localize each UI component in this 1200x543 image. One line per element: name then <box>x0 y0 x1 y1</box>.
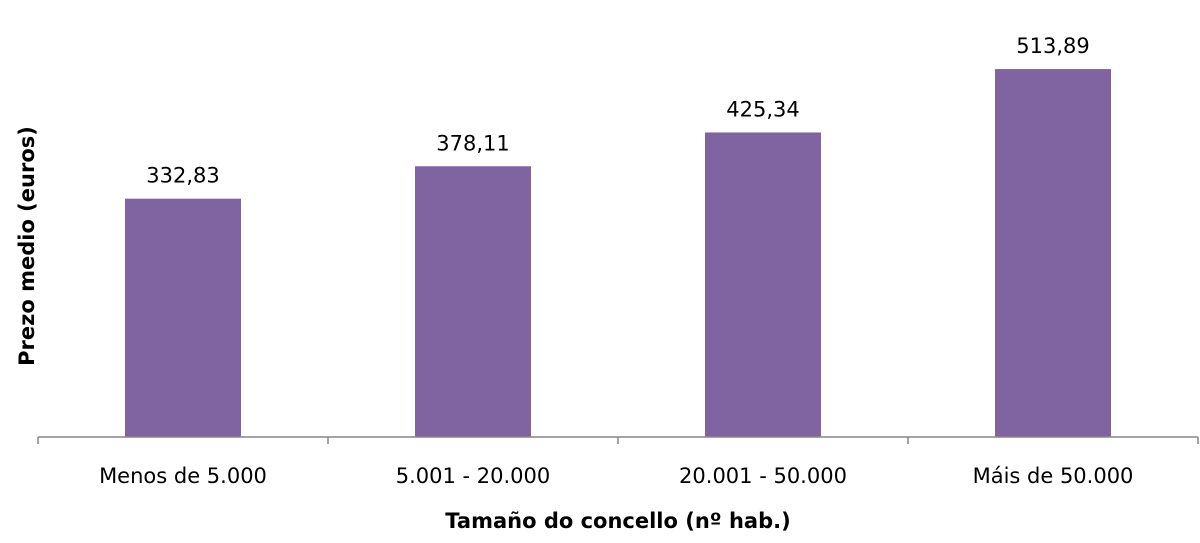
data-label: 513,89 <box>1016 34 1089 58</box>
x-tick-label: Menos de 5.000 <box>99 464 267 488</box>
bar <box>705 132 821 438</box>
x-axis-title: Tamaño do concello (nº hab.) <box>445 509 790 533</box>
data-label: 378,11 <box>436 131 509 155</box>
data-labels-group: 332,83 378,11 425,34 513,89 <box>146 34 1089 188</box>
bar <box>415 166 531 437</box>
x-tick-label: Máis de 50.000 <box>973 464 1134 488</box>
x-tick-labels-group: Menos de 5.000 5.001 - 20.000 20.001 - 50.… <box>99 464 1133 488</box>
x-axis-ticks <box>37 437 1199 444</box>
data-label: 425,34 <box>726 97 799 121</box>
x-tick-label: 5.001 - 20.000 <box>396 464 551 488</box>
bars-group <box>125 69 1111 438</box>
bar <box>995 69 1111 438</box>
data-label: 332,83 <box>146 164 219 188</box>
x-tick-label: 20.001 - 50.000 <box>679 464 847 488</box>
bar <box>125 198 241 437</box>
y-axis-title: Prezo medio (euros) <box>15 126 39 366</box>
